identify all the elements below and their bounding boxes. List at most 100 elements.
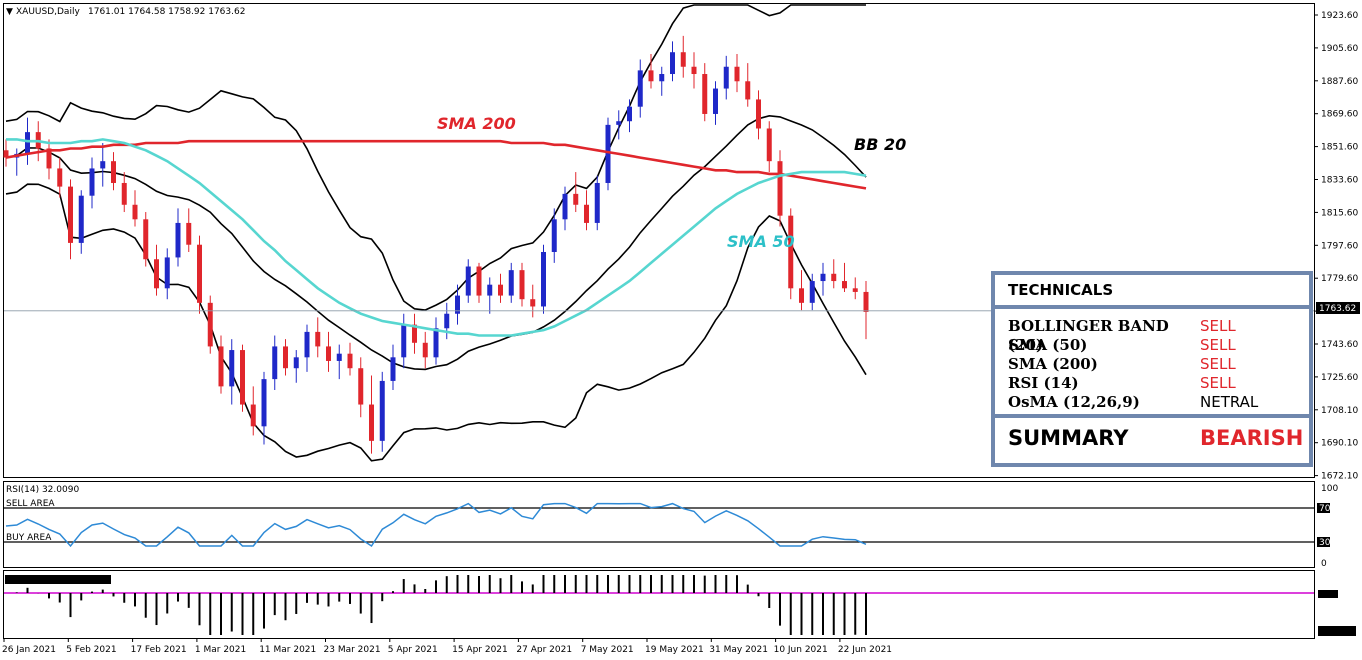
candle-body — [347, 353, 353, 369]
candle-body — [68, 186, 73, 243]
date-tick-label: 27 Apr 2021 — [516, 645, 572, 655]
technical-label: SMA (50) — [1008, 336, 1088, 354]
date-tick-label: 23 Mar 2021 — [324, 645, 381, 655]
candle-body — [637, 70, 643, 107]
technicals-panel: TECHNICALS BOLLINGER BAND (20) SELL SMA … — [991, 271, 1313, 467]
candle-body — [57, 168, 63, 187]
candle-body — [111, 161, 116, 183]
rsi-axis-top: 100 — [1321, 484, 1338, 494]
price-tick-label: 1725.60 — [1321, 373, 1358, 383]
osma-axis-marker — [1318, 626, 1356, 636]
candle-body — [304, 331, 310, 358]
candle-body — [369, 404, 374, 441]
rsi-plot — [4, 502, 1314, 548]
main-panel-frame — [3, 3, 1315, 478]
candle-body — [412, 324, 417, 343]
date-tick-label: 22 Jun 2021 — [838, 645, 892, 655]
candle-body — [433, 328, 439, 358]
candle-body — [315, 331, 321, 347]
candle-body — [616, 121, 622, 125]
candle-body — [401, 324, 407, 358]
rsi-axis-bottom: 0 — [1321, 559, 1327, 569]
candle-body — [444, 313, 450, 329]
summary-value: BEARISH — [1200, 426, 1304, 450]
date-tick-label: 15 Apr 2021 — [452, 645, 508, 655]
technical-value: SELL — [1200, 374, 1236, 392]
price-tick-label: 1797.60 — [1321, 241, 1358, 251]
candle-body — [562, 193, 568, 220]
bollinger-upper — [5, 4, 866, 311]
technical-value: NETRAL — [1200, 393, 1259, 411]
technicals-summary: SUMMARY BEARISH — [995, 418, 1309, 464]
sma50-annotation: SMA 50 — [727, 232, 795, 251]
candle-body — [584, 204, 589, 223]
technical-label: RSI (14) — [1008, 374, 1079, 392]
candle-body — [283, 346, 288, 369]
candle-body — [766, 128, 772, 162]
candle-body — [530, 299, 536, 307]
candle-body — [89, 168, 95, 196]
candle-body — [831, 273, 837, 282]
candle-body — [487, 284, 493, 296]
collapse-arrow-icon[interactable]: ▼ — [6, 7, 13, 17]
candle-body — [379, 380, 385, 441]
candle-body — [218, 346, 224, 387]
candle-body — [788, 215, 794, 289]
price-tick-label: 1672.10 — [1321, 472, 1358, 482]
candle-body — [734, 66, 740, 82]
rsi-line — [5, 502, 867, 548]
candle-body — [863, 291, 869, 312]
candle-body — [390, 357, 396, 381]
buy-area-label: BUY AREA — [6, 533, 52, 543]
sma200-annotation: SMA 200 — [437, 114, 516, 133]
candle-body — [498, 284, 503, 296]
candle-body — [573, 193, 579, 205]
candle-body — [207, 302, 213, 347]
candle-body — [186, 222, 192, 245]
candle-body — [723, 66, 729, 89]
candle-body — [680, 52, 686, 67]
candle-body — [670, 52, 675, 75]
rsi-panel-frame — [3, 481, 1315, 568]
bb20-annotation: BB 20 — [854, 135, 906, 154]
sma50-line — [6, 138, 867, 337]
candle-body — [756, 99, 761, 129]
technicals-row: RSI (14) SELL — [1008, 374, 1309, 393]
technicals-row: SMA (200) SELL — [1008, 355, 1309, 374]
candle-body — [336, 353, 342, 361]
candle-body — [648, 70, 654, 82]
candle-body — [272, 346, 278, 380]
candle-body — [508, 270, 514, 296]
sell-area-label: SELL AREA — [6, 499, 55, 509]
candle-body — [605, 124, 611, 183]
date-tick-label: 19 May 2021 — [645, 645, 704, 655]
candle-body — [745, 81, 751, 100]
price-tick-label: 1708.10 — [1321, 406, 1358, 416]
technical-value: SELL — [1200, 317, 1236, 335]
candle-body — [46, 148, 52, 169]
price-tick-label: 1833.60 — [1321, 176, 1358, 186]
technicals-row: SMA (50) SELL — [1008, 336, 1309, 355]
technicals-rows: BOLLINGER BAND (20) SELL SMA (50) SELL S… — [995, 309, 1309, 418]
candle-body — [3, 150, 9, 158]
symbol-label: XAUUSD,Daily — [16, 7, 80, 17]
technical-label: OsMA (12,26,9) — [1008, 393, 1140, 411]
date-tick-label: 5 Feb 2021 — [66, 645, 116, 655]
technical-value: SELL — [1200, 336, 1236, 354]
price-tick-label: 1869.60 — [1321, 110, 1358, 120]
candle-body — [455, 295, 460, 314]
candle-body — [594, 182, 600, 223]
candle-body — [154, 259, 159, 289]
candle-body — [476, 266, 482, 296]
price-tick-label: 1690.10 — [1321, 439, 1358, 449]
rsi-level-low: 30 — [1319, 538, 1331, 548]
date-axis: 26 Jan 2021 5 Feb 2021 17 Feb 2021 1 Mar 20… — [2, 638, 892, 655]
rsi-title: RSI(14) 32.0090 — [6, 485, 79, 495]
price-axis: 1923.60 1905.60 1887.60 1869.60 1851.60 1833.… — [1314, 11, 1358, 482]
date-tick-label: 10 Jun 2021 — [774, 645, 828, 655]
osma-plot — [4, 575, 1356, 636]
price-tick-label: 1923.60 — [1321, 11, 1358, 21]
date-tick-label: 31 May 2021 — [709, 645, 768, 655]
candle-body — [659, 74, 665, 82]
